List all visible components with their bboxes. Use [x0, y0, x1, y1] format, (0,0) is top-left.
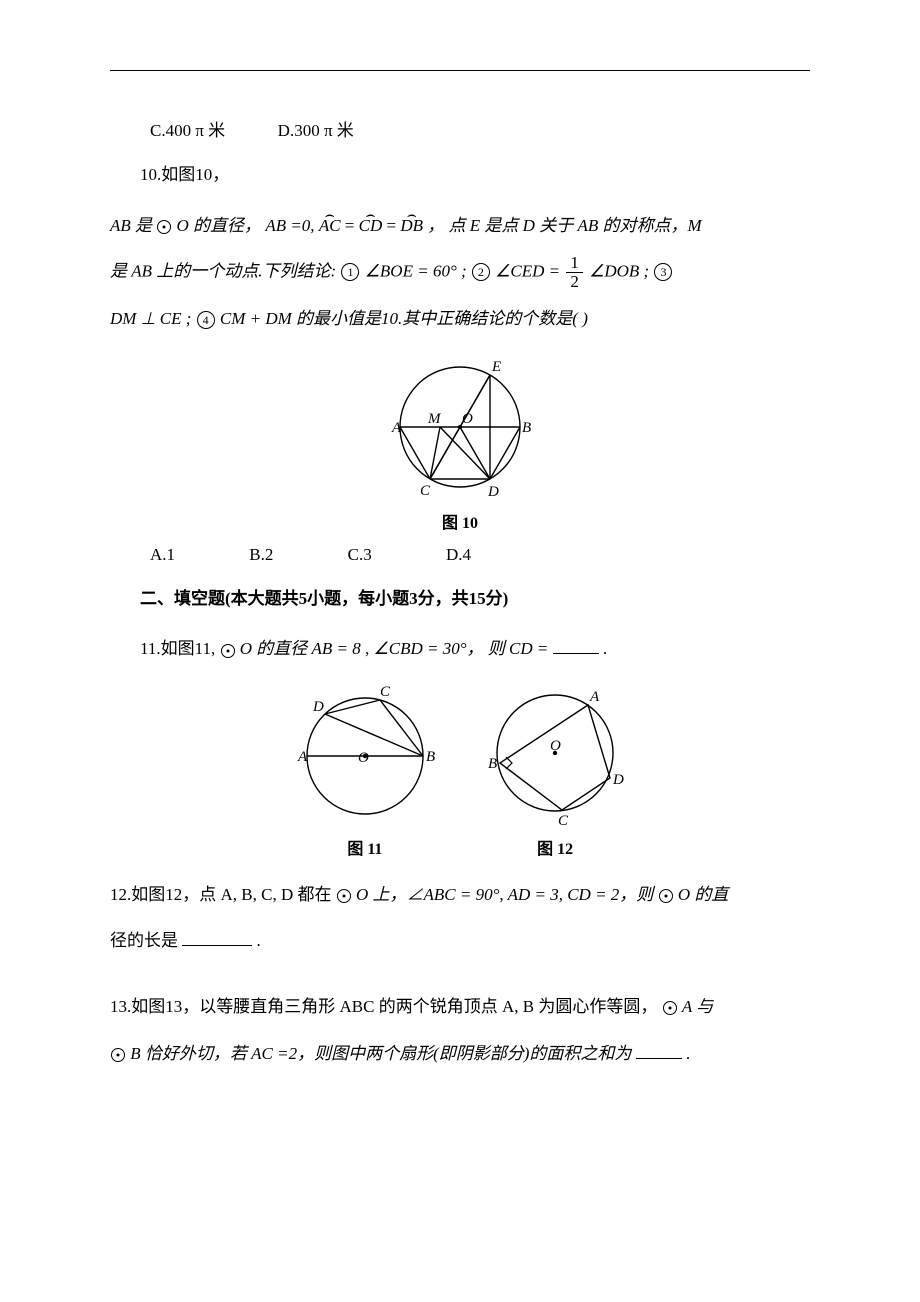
q10-options: A.1 B.2 C.3 D.4	[110, 539, 810, 571]
txt: 是 AB 上的一个动点.下列结论:	[110, 261, 336, 280]
q11-text: 11.如图11, O 的直径 AB = 8 , ∠CBD = 30°， 则 CD…	[110, 633, 810, 665]
figure-10-svg: A B C D E M O	[370, 347, 550, 507]
q12b: O 上，∠ABC = 90°, AD = 3, CD = 2，则	[356, 885, 653, 904]
arc-ac: AC	[319, 210, 341, 242]
circle-o-icon	[337, 889, 351, 903]
eq: =	[345, 216, 359, 235]
circle-o-icon	[111, 1048, 125, 1062]
circle-o-icon	[157, 220, 171, 234]
q13l2: B 恰好外切，若 AC =2，则图中两个扇形(即阴影部分)的面积之和为	[130, 1044, 631, 1063]
stmt4: CM + DM 的最小值是10.其中正确结论的个数是( )	[220, 309, 588, 328]
q12-line2: 径的长是 .	[110, 925, 810, 957]
txt: AB =0,	[265, 216, 314, 235]
stmt2a: ∠CED =	[495, 261, 560, 280]
q10-line1: AB 是 O 的直径， AB =0, AC = CD = DB ， 点 E 是点…	[110, 210, 810, 242]
lblA: A	[391, 420, 402, 436]
circled-3: 3	[654, 263, 672, 281]
q12l2: 径的长是	[110, 931, 178, 950]
q12a: 12.如图12，点 A, B, C, D 都在	[110, 885, 331, 904]
period: .	[686, 1044, 690, 1063]
svg-text:A: A	[589, 689, 600, 705]
period: .	[257, 931, 261, 950]
lblC: C	[420, 483, 431, 499]
top-rule	[110, 70, 810, 71]
q12-line1: 12.如图12，点 A, B, C, D 都在 O 上，∠ABC = 90°, …	[110, 879, 810, 911]
circled-2: 2	[472, 263, 490, 281]
exam-page: C.400 π 米 D.300 π 米 10.如图10， AB 是 O 的直径，…	[0, 0, 920, 1302]
figure-12: A B C D O 图 12	[470, 678, 640, 859]
q9-opt-c: C.400 π 米	[150, 121, 225, 140]
q9-opt-d: D.300 π 米	[278, 121, 354, 140]
lblD: D	[487, 484, 499, 500]
svg-text:A: A	[297, 749, 308, 765]
q13a: 13.如图13，以等腰直角三角形 ABC 的两个锐角顶点 A, B 为圆心作等圆…	[110, 997, 657, 1016]
eq: =	[387, 216, 401, 235]
txt: ， 点 E 是点 D 关于 AB 的对称点，M	[427, 216, 701, 235]
blank-q11	[553, 636, 599, 654]
figure-10: A B C D E M O 图 10	[110, 347, 810, 533]
figure-12-svg: A B C D O	[470, 678, 640, 828]
period: .	[603, 639, 607, 658]
num: 1	[566, 254, 583, 273]
q10-opt-c: C.3	[348, 539, 372, 571]
q9-options: C.400 π 米 D.300 π 米	[110, 115, 810, 147]
q11a: 11.如图11,	[140, 639, 215, 658]
q13-line1: 13.如图13，以等腰直角三角形 ABC 的两个锐角顶点 A, B 为圆心作等圆…	[110, 991, 810, 1023]
lblO: O	[462, 411, 473, 427]
stmt1: ∠BOE = 60° ;	[365, 261, 467, 280]
lblE: E	[491, 359, 501, 375]
circle-o-icon	[659, 889, 673, 903]
txt: AB 是	[110, 216, 152, 235]
section-2-title: 二、填空题(本大题共5小题，每小题3分，共15分)	[110, 583, 810, 615]
blank-q12	[182, 928, 252, 946]
figures-11-12: A B C D O 图 11	[110, 678, 810, 859]
circle-o-icon	[663, 1001, 677, 1015]
lblB: B	[522, 420, 531, 436]
lblM: M	[427, 411, 442, 427]
caption: 图 12	[537, 841, 573, 858]
q12c: O 的直	[678, 885, 729, 904]
svg-text:D: D	[612, 772, 624, 788]
q10-opt-a: A.1	[150, 539, 175, 571]
stmt3: DM ⊥ CE ;	[110, 309, 191, 328]
q10-opt-d: D.4	[446, 539, 471, 571]
figure-11: A B C D O 图 11	[280, 678, 450, 859]
circled-1: 1	[341, 263, 359, 281]
svg-text:C: C	[380, 684, 391, 700]
svg-text:C: C	[558, 813, 569, 828]
figure-11-svg: A B C D O	[280, 678, 450, 828]
q10-line3: DM ⊥ CE ; 4 CM + DM 的最小值是10.其中正确结论的个数是( …	[110, 303, 810, 335]
q11b: O 的直径 AB = 8 , ∠CBD = 30°， 则 CD =	[240, 639, 549, 658]
den: 2	[566, 273, 583, 291]
svg-text:B: B	[426, 749, 435, 765]
svg-text:D: D	[312, 699, 324, 715]
arc-cd: CD	[359, 210, 383, 242]
q10-lead: 10.如图10，	[110, 159, 810, 191]
frac-half: 1 2	[566, 254, 583, 291]
q13-line2: B 恰好外切，若 AC =2，则图中两个扇形(即阴影部分)的面积之和为 .	[110, 1038, 810, 1070]
blank-q13	[636, 1041, 682, 1059]
center-dot	[458, 425, 462, 429]
svg-text:B: B	[488, 756, 497, 772]
q13b: A 与	[682, 997, 713, 1016]
figure-10-caption: 图 10	[110, 509, 810, 533]
q10-opt-b: B.2	[249, 539, 273, 571]
q10-line2: 是 AB 上的一个动点.下列结论: 1 ∠BOE = 60° ; 2 ∠CED …	[110, 254, 810, 291]
caption: 图 11	[347, 841, 382, 858]
stmt2b: ∠DOB ;	[589, 261, 649, 280]
circled-4: 4	[197, 311, 215, 329]
svg-text:O: O	[358, 750, 369, 766]
txt: O 的直径，	[177, 216, 262, 235]
arc-db: DB	[400, 210, 423, 242]
circle-o-icon	[221, 644, 235, 658]
